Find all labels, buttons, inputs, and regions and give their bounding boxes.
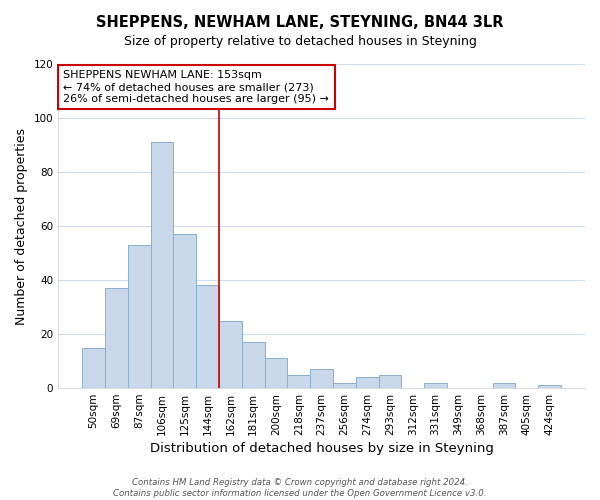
Bar bbox=[493, 382, 515, 388]
Bar bbox=[151, 142, 173, 388]
Bar bbox=[424, 382, 447, 388]
Bar bbox=[128, 245, 151, 388]
Bar bbox=[82, 348, 105, 388]
Bar bbox=[196, 286, 219, 388]
Text: SHEPPENS, NEWHAM LANE, STEYNING, BN44 3LR: SHEPPENS, NEWHAM LANE, STEYNING, BN44 3L… bbox=[96, 15, 504, 30]
Bar bbox=[287, 374, 310, 388]
Bar bbox=[173, 234, 196, 388]
Bar bbox=[310, 369, 333, 388]
Bar bbox=[538, 386, 561, 388]
X-axis label: Distribution of detached houses by size in Steyning: Distribution of detached houses by size … bbox=[149, 442, 494, 455]
Bar bbox=[265, 358, 287, 388]
Text: Contains HM Land Registry data © Crown copyright and database right 2024.
Contai: Contains HM Land Registry data © Crown c… bbox=[113, 478, 487, 498]
Bar bbox=[242, 342, 265, 388]
Text: SHEPPENS NEWHAM LANE: 153sqm
← 74% of detached houses are smaller (273)
26% of s: SHEPPENS NEWHAM LANE: 153sqm ← 74% of de… bbox=[64, 70, 329, 104]
Bar bbox=[356, 378, 379, 388]
Bar bbox=[333, 382, 356, 388]
Bar bbox=[379, 374, 401, 388]
Y-axis label: Number of detached properties: Number of detached properties bbox=[15, 128, 28, 324]
Bar bbox=[105, 288, 128, 388]
Text: Size of property relative to detached houses in Steyning: Size of property relative to detached ho… bbox=[124, 35, 476, 48]
Bar bbox=[219, 320, 242, 388]
